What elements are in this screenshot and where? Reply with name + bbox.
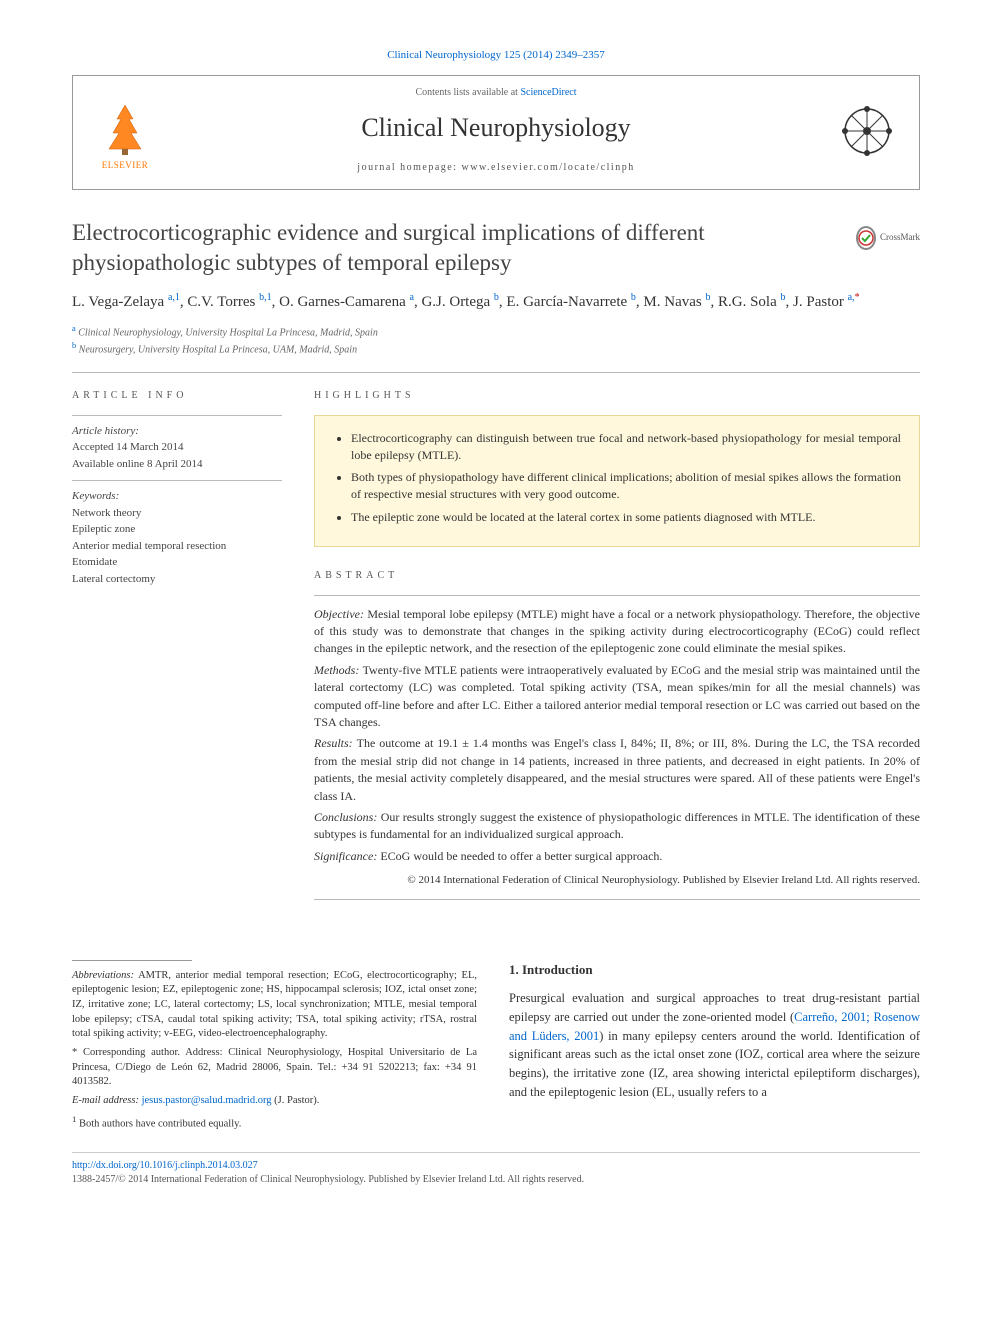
divider	[314, 595, 920, 596]
abstract-section-text: The outcome at 19.1 ± 1.4 months was Eng…	[314, 736, 920, 802]
divider	[72, 372, 920, 373]
journal-homepage: journal homepage: www.elsevier.com/locat…	[177, 161, 815, 175]
abstract-section-label: Significance:	[314, 849, 380, 863]
journal-header: ELSEVIER Contents lists available at Sci…	[72, 75, 920, 189]
affiliations: a Clinical Neurophysiology, University H…	[72, 323, 920, 358]
keywords-list: Network theoryEpileptic zoneAnterior med…	[72, 505, 282, 588]
abstract-section: Objective: Mesial temporal lobe epilepsy…	[314, 606, 920, 658]
keywords-label: Keywords:	[72, 489, 282, 504]
homepage-url[interactable]: www.elsevier.com/locate/clinph	[462, 162, 635, 173]
abstract-section: Results: The outcome at 19.1 ± 1.4 month…	[314, 735, 920, 805]
elsevier-tree-icon	[97, 101, 153, 157]
journal-name: Clinical Neurophysiology	[177, 110, 815, 146]
abstract-body: Objective: Mesial temporal lobe epilepsy…	[314, 606, 920, 865]
divider	[72, 960, 192, 961]
footer-bar: http://dx.doi.org/10.1016/j.clinph.2014.…	[72, 1152, 920, 1187]
abstract-section-label: Objective:	[314, 607, 367, 621]
copyright-line: © 2014 International Federation of Clini…	[314, 873, 920, 888]
abbrev-label: Abbreviations:	[72, 970, 134, 981]
crossmark-icon	[858, 230, 874, 246]
email-link[interactable]: jesus.pastor@salud.madrid.org	[142, 1095, 272, 1106]
highlight-item: Both types of physiopathology have diffe…	[351, 469, 901, 503]
doi-link[interactable]: http://dx.doi.org/10.1016/j.clinph.2014.…	[72, 1160, 258, 1171]
keyword: Lateral cortectomy	[72, 571, 282, 588]
affiliation-line: b Neurosurgery, University Hospital La P…	[72, 340, 920, 357]
history-line: Accepted 14 March 2014	[72, 439, 282, 456]
crossmark-badge[interactable]: CrossMark	[856, 218, 920, 258]
abstract-section-text: ECoG would be needed to offer a better s…	[380, 849, 662, 863]
article-title: Electrocorticographic evidence and surgi…	[72, 218, 844, 278]
abstract-section-text: Twenty-five MTLE patients were intraoper…	[314, 663, 920, 729]
citation-link[interactable]: Clinical Neurophysiology 125 (2014) 2349…	[387, 49, 605, 61]
history-lines: Accepted 14 March 2014Available online 8…	[72, 439, 282, 472]
elsevier-logo: ELSEVIER	[89, 90, 161, 172]
abstract-section-label: Conclusions:	[314, 810, 381, 824]
abstract-label: ABSTRACT	[314, 569, 920, 583]
keyword: Epileptic zone	[72, 521, 282, 538]
email-attribution: (J. Pastor).	[274, 1095, 319, 1106]
affiliation-line: a Clinical Neurophysiology, University H…	[72, 323, 920, 340]
footnotes-block: Abbreviations: AMTR, anterior medial tem…	[72, 960, 477, 1132]
abstract-section-text: Mesial temporal lobe epilepsy (MTLE) mig…	[314, 607, 920, 656]
article-info-label: ARTICLE INFO	[72, 389, 282, 403]
journal-cover-icon	[831, 90, 903, 172]
citation-line: Clinical Neurophysiology 125 (2014) 2349…	[72, 48, 920, 63]
email-label: E-mail address:	[72, 1095, 139, 1106]
highlight-item: The epileptic zone would be located at t…	[351, 509, 901, 526]
history-line: Available online 8 April 2014	[72, 456, 282, 473]
abstract-section: Conclusions: Our results strongly sugges…	[314, 809, 920, 844]
highlights-box: Electrocorticography can distinguish bet…	[314, 415, 920, 547]
highlight-item: Electrocorticography can distinguish bet…	[351, 430, 901, 464]
issn-copyright: 1388-2457/© 2014 International Federatio…	[72, 1174, 584, 1185]
divider	[72, 415, 282, 416]
sciencedirect-link[interactable]: ScienceDirect	[520, 87, 576, 98]
keyword: Anterior medial temporal resection	[72, 538, 282, 555]
divider	[72, 480, 282, 481]
corresponding-label: * Corresponding author.	[72, 1047, 180, 1058]
elsevier-label: ELSEVIER	[102, 159, 149, 172]
abstract-section-label: Results:	[314, 736, 357, 750]
intro-heading: 1. Introduction	[509, 960, 920, 980]
abstract-section-label: Methods:	[314, 663, 363, 677]
equal-sup: 1	[72, 1114, 76, 1124]
keyword: Etomidate	[72, 554, 282, 571]
divider	[314, 899, 920, 900]
equal-contrib: Both authors have contributed equally.	[79, 1118, 241, 1129]
abstract-section: Significance: ECoG would be needed to of…	[314, 848, 920, 865]
contents-available: Contents lists available at ScienceDirec…	[177, 86, 815, 100]
abstract-section: Methods: Twenty-five MTLE patients were …	[314, 662, 920, 732]
history-label: Article history:	[72, 424, 282, 439]
abstract-section-text: Our results strongly suggest the existen…	[314, 810, 920, 841]
highlights-label: HIGHLIGHTS	[314, 389, 920, 403]
keyword: Network theory	[72, 505, 282, 522]
intro-paragraph: Presurgical evaluation and surgical appr…	[509, 989, 920, 1102]
authors-list: L. Vega-Zelaya a,1, C.V. Torres b,1, O. …	[72, 290, 920, 314]
